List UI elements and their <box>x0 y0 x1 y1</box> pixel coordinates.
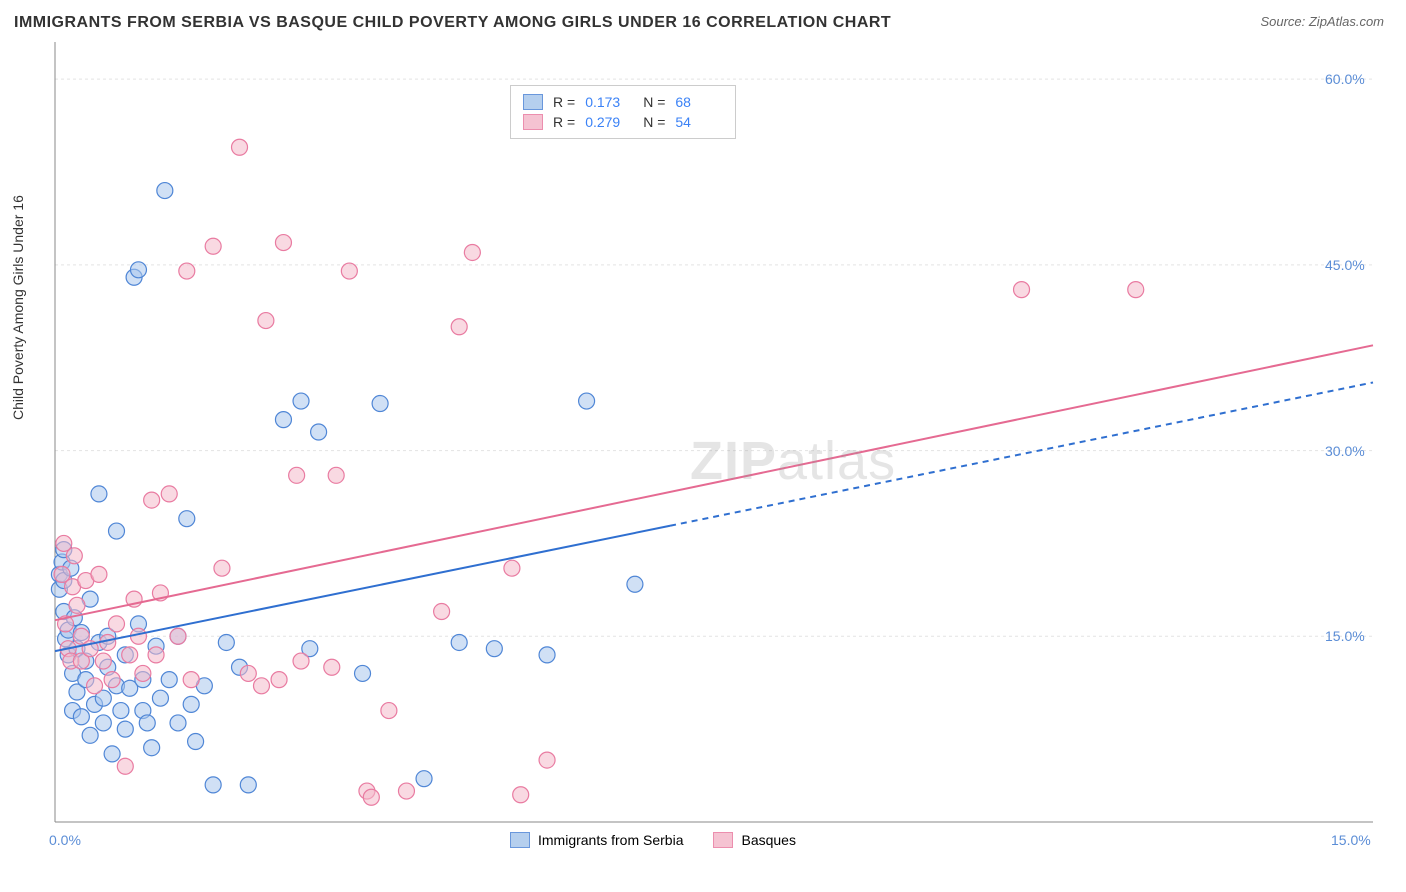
x-tick-label: 0.0% <box>49 832 81 848</box>
chart-area: R =0.173N =68R =0.279N =54 ZIPatlas 0.0%… <box>50 40 1380 830</box>
n-label: N = <box>643 94 665 110</box>
y-tick-label: 30.0% <box>1325 443 1365 459</box>
r-value: 0.279 <box>585 114 633 130</box>
scatter-chart-svg <box>50 40 1380 830</box>
correlation-legend-row: R = 0.279 N = 54 <box>523 112 723 132</box>
correlation-legend: R = 0.173 N = 68 R = 0.279 N = 54 <box>510 85 736 139</box>
n-label: N = <box>643 114 665 130</box>
legend-swatch <box>523 94 543 110</box>
source-attribution: Source: ZipAtlas.com <box>1260 14 1384 29</box>
series-legend-item: Immigrants from Serbia <box>510 832 683 848</box>
legend-swatch <box>510 832 530 848</box>
legend-swatch <box>713 832 733 848</box>
y-axis-label: Child Poverty Among Girls Under 16 <box>10 195 26 420</box>
y-tick-label: 15.0% <box>1325 628 1365 644</box>
y-tick-label: 60.0% <box>1325 71 1365 87</box>
series-legend-label: Basques <box>741 832 795 848</box>
r-label: R = <box>553 94 575 110</box>
n-value: 54 <box>675 114 723 130</box>
n-value: 68 <box>675 94 723 110</box>
x-tick-label: 15.0% <box>1331 832 1371 848</box>
series-legend-item: Basques <box>713 832 795 848</box>
series-legend: Immigrants from Serbia Basques <box>510 832 796 848</box>
r-label: R = <box>553 114 575 130</box>
chart-title: IMMIGRANTS FROM SERBIA VS BASQUE CHILD P… <box>14 14 891 32</box>
correlation-legend-row: R = 0.173 N = 68 <box>523 92 723 112</box>
y-tick-label: 45.0% <box>1325 257 1365 273</box>
r-value: 0.173 <box>585 94 633 110</box>
series-legend-label: Immigrants from Serbia <box>538 832 683 848</box>
legend-swatch <box>523 114 543 130</box>
